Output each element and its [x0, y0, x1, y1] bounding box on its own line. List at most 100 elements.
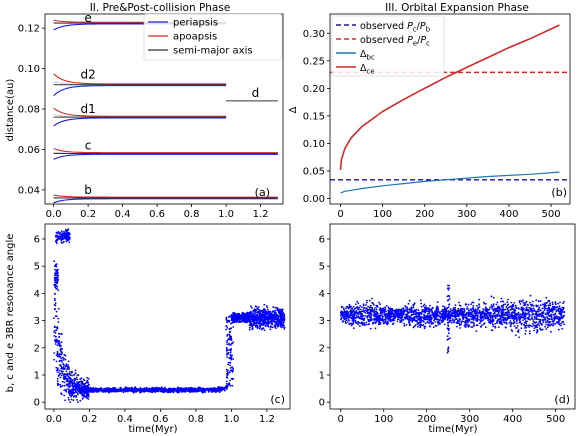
data-point	[361, 318, 363, 321]
data-point	[517, 311, 520, 314]
data-point	[475, 330, 478, 332]
data-point	[274, 327, 277, 330]
data-point	[208, 387, 211, 390]
data-point	[68, 368, 70, 370]
data-point	[513, 315, 516, 317]
data-point	[387, 318, 389, 320]
data-point	[56, 344, 59, 347]
data-point	[545, 313, 548, 316]
data-point	[283, 319, 285, 322]
data-point	[71, 379, 74, 381]
data-point	[427, 310, 429, 313]
data-point	[101, 391, 104, 393]
data-point	[504, 316, 507, 319]
x-tick-label: 1.0	[223, 414, 239, 425]
data-point	[56, 340, 58, 343]
data-point	[125, 388, 127, 391]
data-point	[246, 318, 249, 320]
data-point	[67, 388, 69, 390]
data-point	[283, 317, 286, 320]
data-point	[371, 297, 373, 300]
data-point	[266, 308, 269, 311]
data-point	[169, 389, 172, 392]
data-point	[225, 316, 228, 319]
data-point	[424, 305, 427, 307]
data-point	[539, 304, 542, 307]
data-point	[407, 308, 409, 311]
data-point	[410, 306, 413, 308]
data-point	[54, 279, 57, 281]
data-point	[154, 388, 156, 391]
data-point	[112, 390, 115, 393]
data-point	[256, 308, 259, 310]
data-point	[54, 304, 57, 307]
data-point	[345, 307, 347, 310]
data-point	[67, 228, 70, 231]
data-point	[553, 307, 555, 310]
data-point	[151, 389, 154, 392]
data-point	[254, 305, 257, 308]
data-point	[522, 301, 525, 304]
data-point	[259, 324, 262, 327]
data-point	[533, 315, 536, 318]
data-point	[61, 230, 63, 233]
data-point	[265, 321, 268, 324]
data-point	[538, 308, 540, 310]
data-point	[144, 387, 146, 390]
data-point	[458, 301, 460, 304]
data-point	[154, 390, 156, 392]
data-point	[61, 234, 64, 237]
data-point	[132, 390, 134, 393]
data-point	[510, 315, 512, 317]
data-point	[476, 317, 479, 319]
data-point	[226, 370, 229, 373]
data-point	[70, 395, 73, 398]
data-point	[87, 392, 89, 395]
data-point	[79, 378, 82, 380]
data-point	[100, 387, 103, 389]
data-point	[533, 321, 536, 324]
data-point	[422, 309, 425, 311]
data-point	[242, 316, 245, 319]
legend-subscript: ce	[367, 68, 375, 76]
data-point	[65, 363, 68, 366]
data-point	[350, 305, 352, 308]
data-point	[476, 319, 478, 322]
data-point	[399, 316, 401, 319]
data-point	[540, 315, 543, 317]
data-point	[257, 326, 259, 329]
data-point	[163, 388, 166, 390]
data-point	[501, 305, 504, 308]
data-point	[513, 318, 516, 320]
data-point	[411, 320, 414, 323]
data-point	[226, 335, 229, 337]
data-point	[401, 315, 404, 318]
data-point	[59, 233, 61, 236]
data-point	[353, 308, 356, 310]
data-point	[502, 314, 505, 316]
data-point	[255, 322, 258, 324]
data-point	[85, 387, 88, 390]
data-point	[53, 358, 55, 361]
data-point	[199, 389, 202, 392]
data-point	[276, 307, 279, 309]
data-point	[53, 335, 56, 337]
data-point	[353, 315, 355, 317]
data-point	[173, 389, 176, 391]
data-point	[253, 308, 256, 310]
data-point	[551, 301, 554, 304]
data-point	[443, 306, 446, 308]
data-point	[53, 352, 56, 354]
data-point	[89, 388, 92, 391]
panel-c-label: (c)	[270, 393, 285, 406]
data-point	[63, 365, 65, 367]
data-point	[59, 231, 62, 234]
data-point	[427, 312, 429, 315]
legend-label: Δbc	[360, 49, 375, 62]
data-point	[145, 386, 148, 389]
plot-area	[330, 24, 570, 194]
data-point	[531, 305, 533, 307]
data-point	[241, 311, 244, 314]
legend-label: Δce	[360, 63, 375, 76]
data-point	[80, 381, 82, 383]
